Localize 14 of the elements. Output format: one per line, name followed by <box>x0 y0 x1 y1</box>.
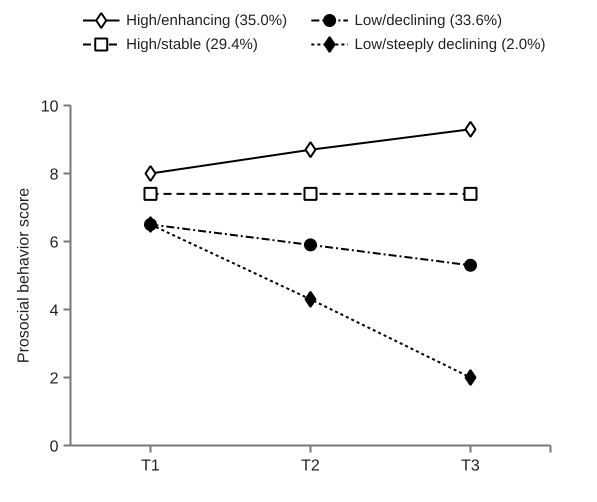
x-tick-label: T2 <box>301 458 320 474</box>
legend-label: High/stable (29.4%) <box>126 36 258 53</box>
y-tick-label: 4 <box>50 302 59 320</box>
y-axis-title: Prosocial behavior score <box>16 188 33 364</box>
y-tick-label: 6 <box>50 234 59 252</box>
x-tick-label: T1 <box>141 458 160 474</box>
legend-label: High/enhancing (35.0%) <box>126 12 288 29</box>
legend-label: Low/declining (33.6%) <box>354 12 502 29</box>
y-tick-label: 2 <box>50 370 59 388</box>
y-tick-label: 10 <box>40 98 59 116</box>
legend-label: Low/steeply declining (2.0%) <box>354 36 546 53</box>
y-tick-label: 0 <box>50 438 59 456</box>
y-tick-label: 8 <box>50 166 59 184</box>
x-tick-label: T3 <box>461 458 480 474</box>
